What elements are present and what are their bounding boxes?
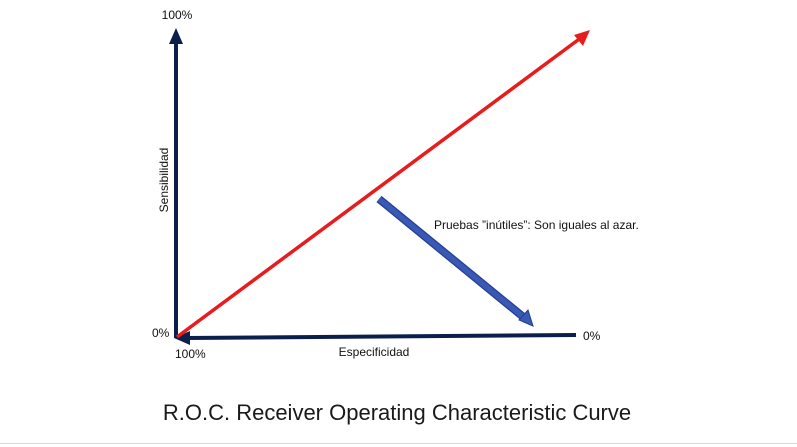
x-axis-title: Especificidad	[339, 345, 410, 359]
x-axis-right-label: 0%	[583, 329, 601, 343]
y-axis-top-label: 100%	[162, 8, 193, 22]
diagonal-chance-line	[175, 35, 584, 339]
diagram-title: R.O.C. Receiver Operating Characteristic…	[163, 400, 631, 425]
annotation-text: Pruebas ”inútiles”: Son iguales al azar.	[434, 218, 639, 232]
x-axis-line	[185, 333, 577, 340]
origin-label: 0%	[152, 326, 170, 340]
x-axis-arrowhead	[174, 331, 190, 345]
y-axis-title: Sensibilidad	[157, 148, 171, 213]
diagonal-arrowhead	[574, 30, 590, 46]
pointer-arrowhead	[518, 309, 534, 327]
y-axis-arrowhead	[169, 28, 183, 44]
bottom-divider	[0, 443, 797, 444]
pointer-arrow-fill	[377, 196, 529, 323]
x-axis-left-label: 100%	[175, 347, 206, 361]
